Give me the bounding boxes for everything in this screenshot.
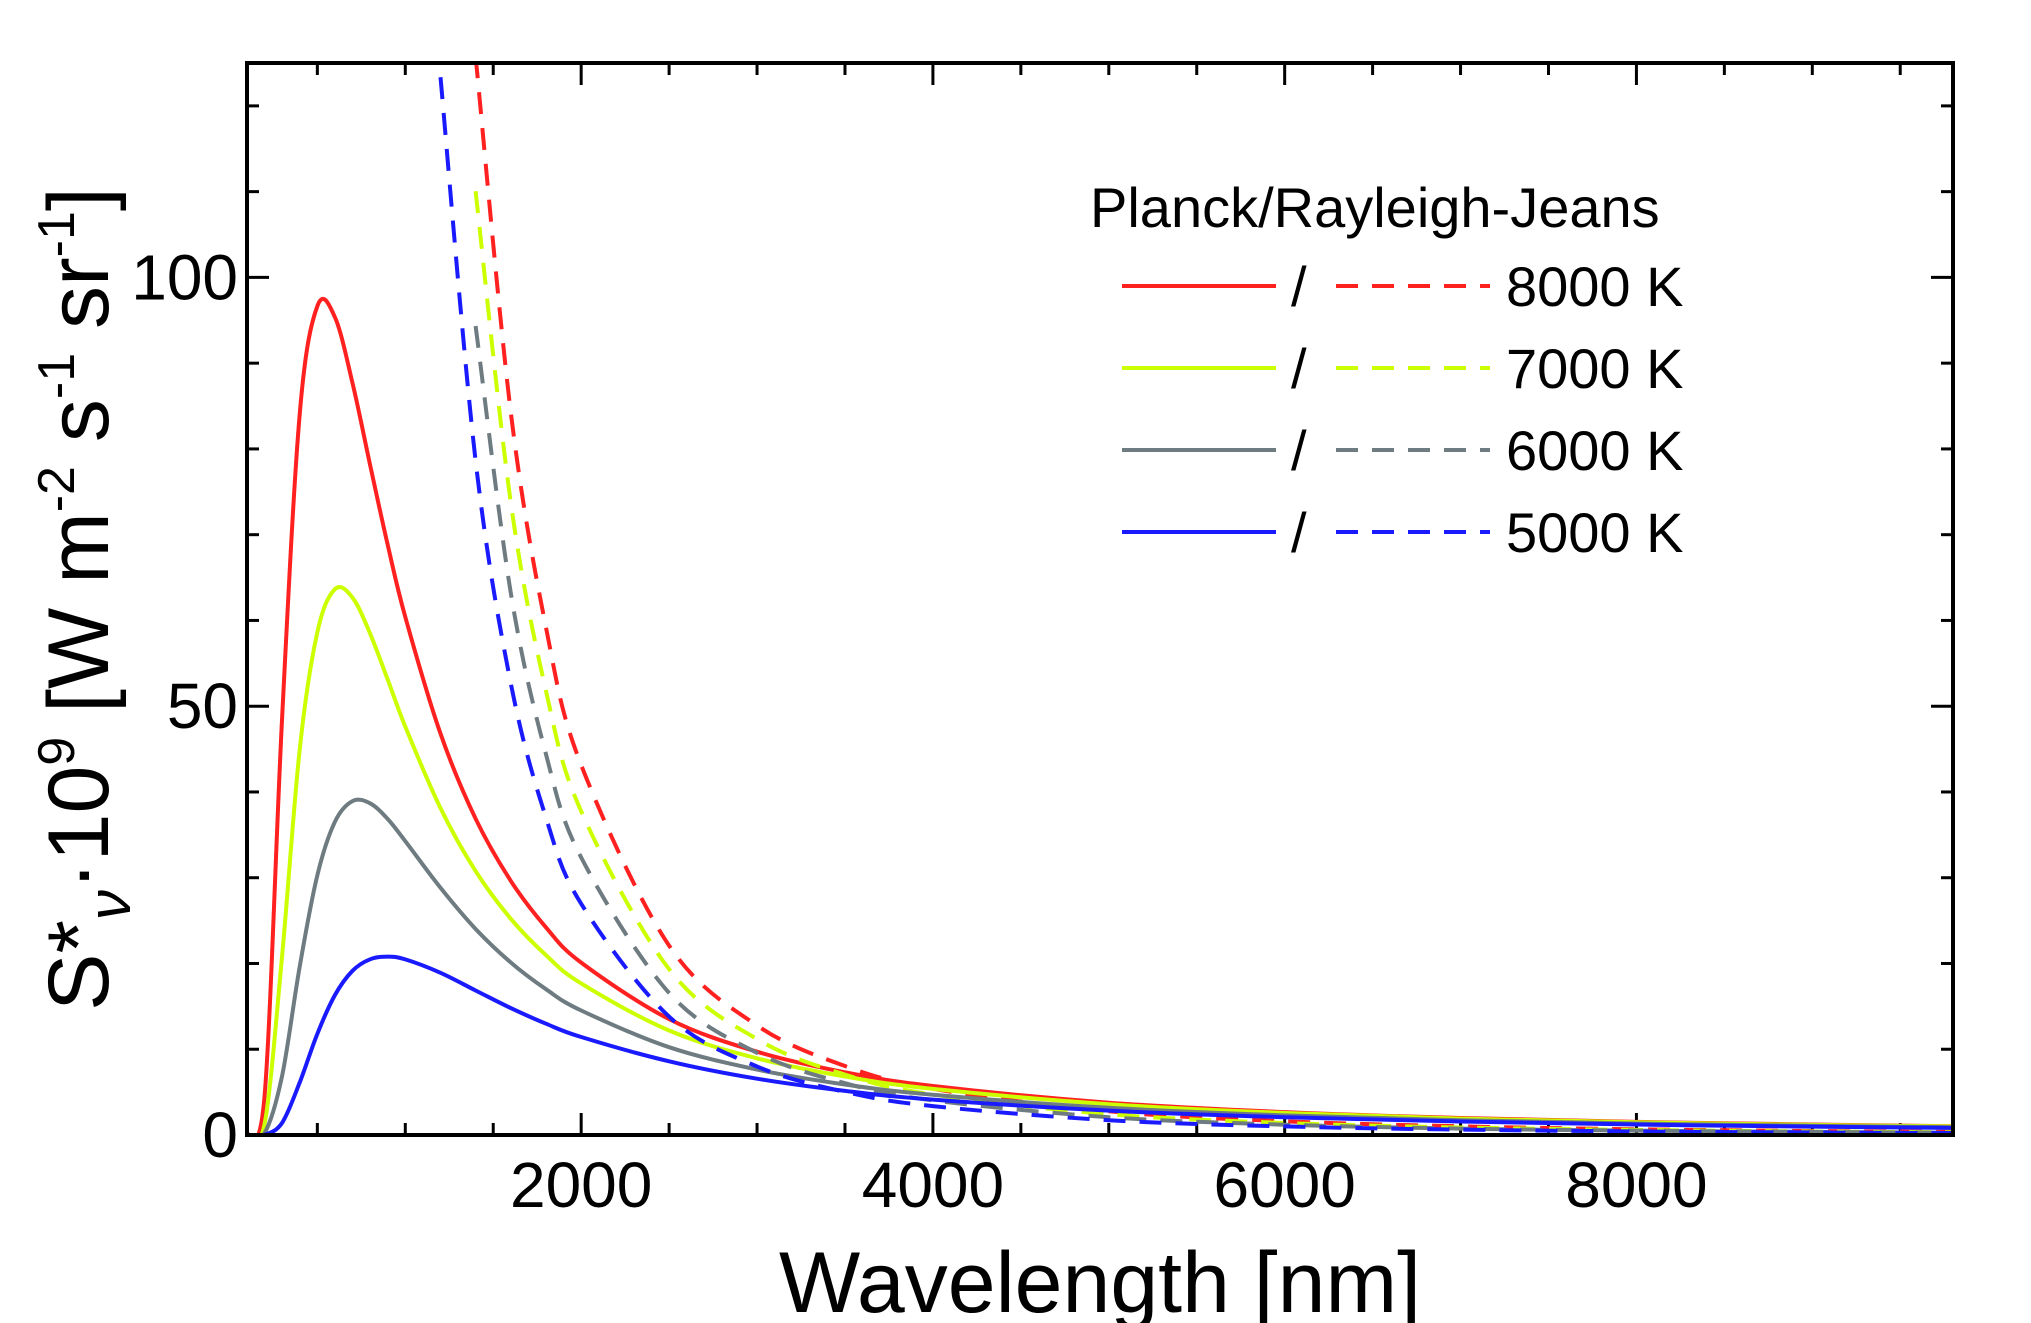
- y-tick-label: 0: [202, 1099, 238, 1171]
- legend: Planck/Rayleigh-Jeans / 8000 K / 7000 K / 600…: [1090, 176, 1684, 564]
- legend-separator: /: [1291, 501, 1307, 564]
- rayleigh-jeans-line-5000-k: [438, 77, 1953, 1135]
- x-axis-title: Wavelength [nm]: [779, 1235, 1421, 1323]
- legend-label: 6000 K: [1506, 419, 1684, 482]
- legend-title: Planck/Rayleigh-Jeans: [1090, 176, 1660, 239]
- y-axis-title: S*ν·109 [W m-2 s-1 sr-1]: [28, 187, 143, 1011]
- plot-frame: [245, 61, 1955, 1137]
- series-layer: [247, 63, 1953, 1135]
- x-tick-label: 2000: [510, 1149, 652, 1221]
- rayleigh-jeans-line-7000-k: [473, 190, 1953, 1135]
- planck-line-6000-k: [247, 797, 1953, 1135]
- tick-labels: 2000 4000 6000 8000 0 50 100: [131, 241, 1707, 1221]
- planck-line-7000-k: [247, 585, 1953, 1135]
- legend-label: 5000 K: [1506, 501, 1684, 564]
- legend-label: 7000 K: [1506, 337, 1684, 400]
- y-tick-label: 50: [167, 670, 238, 742]
- legend-separator: /: [1291, 337, 1307, 400]
- x-tick-label: 8000: [1565, 1149, 1707, 1221]
- legend-separator: /: [1291, 255, 1307, 318]
- rayleigh-jeans-line-6000-k: [473, 325, 1953, 1135]
- y-tick-label: 100: [131, 241, 238, 313]
- planck-line-5000-k: [247, 954, 1953, 1135]
- x-tick-label: 6000: [1213, 1149, 1355, 1221]
- x-tick-label: 4000: [862, 1149, 1004, 1221]
- legend-separator: /: [1291, 419, 1307, 482]
- rayleigh-jeans-line-8000-k: [474, 63, 1953, 1134]
- legend-label: 8000 K: [1506, 255, 1684, 318]
